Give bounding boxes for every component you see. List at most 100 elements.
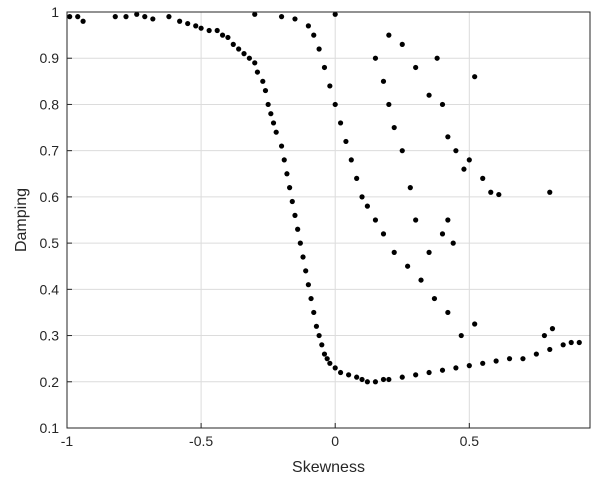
data-point bbox=[295, 226, 301, 232]
data-point bbox=[246, 55, 252, 61]
data-point bbox=[380, 376, 387, 383]
x-tick-label: 0.5 bbox=[460, 433, 480, 449]
data-point bbox=[230, 41, 236, 47]
data-point bbox=[431, 295, 438, 302]
data-point bbox=[399, 148, 405, 154]
x-axis-label: Skewness bbox=[292, 459, 365, 476]
data-point bbox=[348, 157, 354, 163]
data-point bbox=[278, 143, 285, 149]
data-point bbox=[372, 55, 379, 61]
data-point bbox=[265, 101, 271, 108]
y-tick-label: 0.5 bbox=[40, 235, 60, 251]
data-point bbox=[252, 60, 258, 66]
data-point bbox=[453, 365, 459, 371]
data-point bbox=[426, 249, 432, 255]
data-point bbox=[292, 16, 298, 22]
y-axis-label: Damping bbox=[13, 188, 30, 252]
data-point bbox=[466, 363, 472, 369]
data-point bbox=[327, 360, 333, 366]
data-point bbox=[278, 14, 285, 20]
data-point bbox=[75, 14, 81, 20]
data-point bbox=[321, 351, 328, 357]
data-point bbox=[450, 240, 456, 246]
data-point bbox=[332, 365, 338, 371]
data-point bbox=[359, 376, 365, 383]
data-point bbox=[413, 217, 419, 223]
data-point bbox=[472, 74, 478, 80]
y-tick-label: 0.6 bbox=[40, 189, 60, 205]
data-point bbox=[488, 189, 494, 195]
data-point bbox=[260, 78, 266, 84]
data-point bbox=[372, 379, 379, 385]
x-tick-label: -0.5 bbox=[189, 433, 213, 449]
data-point bbox=[150, 16, 156, 22]
y-tick-label: 0.8 bbox=[40, 96, 60, 112]
data-point bbox=[236, 46, 242, 52]
data-point bbox=[327, 83, 333, 89]
y-tick-label: 1 bbox=[51, 4, 59, 20]
data-point bbox=[386, 101, 392, 108]
data-point bbox=[80, 18, 86, 24]
data-point bbox=[300, 254, 306, 260]
data-point bbox=[405, 263, 411, 269]
data-point bbox=[308, 295, 314, 302]
data-point bbox=[354, 374, 360, 380]
data-point bbox=[313, 323, 320, 329]
data-point bbox=[472, 321, 478, 327]
data-point bbox=[316, 46, 322, 52]
data-point bbox=[560, 342, 566, 348]
data-point bbox=[219, 32, 226, 38]
y-tick-label: 0.9 bbox=[40, 50, 60, 66]
data-point bbox=[305, 282, 311, 288]
data-point bbox=[225, 34, 231, 41]
data-point bbox=[166, 14, 172, 20]
data-point bbox=[391, 249, 397, 255]
data-point bbox=[311, 309, 317, 316]
data-point bbox=[284, 171, 290, 177]
data-point bbox=[541, 332, 548, 339]
y-tick-label: 0.1 bbox=[40, 420, 60, 436]
data-points bbox=[67, 11, 582, 385]
data-point bbox=[445, 309, 451, 316]
data-point bbox=[185, 20, 191, 27]
data-point bbox=[193, 23, 199, 29]
data-point bbox=[445, 134, 451, 140]
data-point bbox=[364, 379, 370, 385]
data-point bbox=[426, 369, 432, 376]
data-point bbox=[461, 166, 467, 172]
data-point bbox=[439, 367, 446, 373]
data-point bbox=[332, 101, 338, 108]
data-point bbox=[372, 217, 379, 223]
data-point bbox=[439, 231, 446, 237]
data-point bbox=[399, 41, 405, 47]
data-point bbox=[407, 185, 413, 191]
data-point bbox=[321, 64, 328, 71]
data-point bbox=[549, 326, 556, 332]
data-point bbox=[289, 198, 295, 205]
data-point bbox=[364, 203, 370, 209]
data-point bbox=[123, 14, 129, 20]
data-point bbox=[391, 124, 397, 131]
data-point bbox=[254, 69, 261, 75]
data-point bbox=[568, 339, 574, 346]
data-point bbox=[319, 342, 325, 348]
data-point bbox=[67, 14, 73, 20]
data-point bbox=[206, 27, 212, 34]
y-tick-label: 0.4 bbox=[40, 281, 60, 297]
data-point bbox=[466, 157, 472, 163]
data-point bbox=[480, 360, 486, 366]
y-axis-ticks: 0.1 0.2 0.3 0.4 0.5 0.6 0.7 0.8 0.9 1 bbox=[40, 4, 72, 436]
data-point bbox=[520, 356, 526, 362]
data-point bbox=[480, 175, 486, 181]
data-point bbox=[268, 111, 274, 117]
data-point bbox=[337, 120, 344, 126]
data-point bbox=[142, 14, 148, 20]
data-point bbox=[316, 332, 322, 339]
y-tick-label: 0.3 bbox=[40, 328, 60, 344]
data-point bbox=[380, 78, 387, 84]
data-point bbox=[506, 356, 513, 362]
data-point bbox=[292, 212, 298, 218]
data-point bbox=[287, 185, 293, 191]
x-tick-label: -1 bbox=[61, 433, 74, 449]
data-point bbox=[547, 189, 553, 195]
